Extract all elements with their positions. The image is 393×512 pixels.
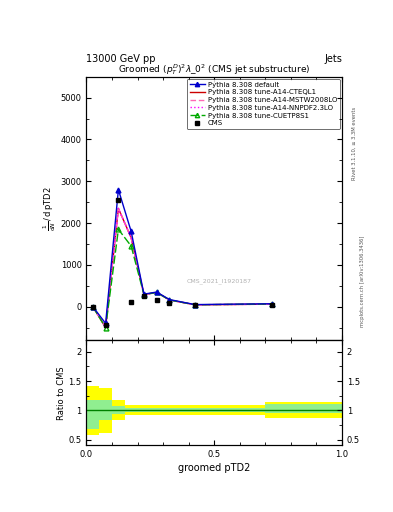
Pythia 8.308 tune-A14-NNPDF2.3LO: [154, 289, 159, 295]
Pythia 8.308 default: [90, 304, 95, 310]
Pythia 8.308 tune-A14-CTEQL1: [193, 302, 197, 308]
Pythia 8.308 tune-A14-NNPDF2.3LO: [269, 301, 274, 307]
Line: Pythia 8.308 tune-CUETP8S1: Pythia 8.308 tune-CUETP8S1: [90, 227, 274, 330]
Pythia 8.308 tune-A14-MSTW2008LO: [269, 301, 274, 307]
Pythia 8.308 default: [269, 301, 274, 307]
Pythia 8.308 tune-A14-CTEQL1: [116, 205, 121, 211]
CMS: [129, 300, 134, 306]
Title: Groomed $(p_T^D)^2\lambda\_0^2$ (CMS jet substructure): Groomed $(p_T^D)^2\lambda\_0^2$ (CMS jet…: [118, 62, 310, 77]
Pythia 8.308 tune-A14-NNPDF2.3LO: [129, 234, 134, 241]
Pythia 8.308 default: [116, 186, 121, 193]
Text: CMS_2021_I1920187: CMS_2021_I1920187: [187, 278, 252, 284]
Text: Jets: Jets: [324, 54, 342, 64]
Pythia 8.308 tune-A14-MSTW2008LO: [141, 291, 146, 297]
Pythia 8.308 tune-CUETP8S1: [90, 304, 95, 310]
Pythia 8.308 tune-CUETP8S1: [193, 302, 197, 308]
Pythia 8.308 tune-A14-CTEQL1: [167, 297, 172, 303]
Pythia 8.308 tune-CUETP8S1: [141, 291, 146, 297]
Line: Pythia 8.308 default: Pythia 8.308 default: [90, 187, 274, 326]
Pythia 8.308 tune-CUETP8S1: [154, 289, 159, 295]
Pythia 8.308 tune-A14-MSTW2008LO: [90, 304, 95, 310]
Pythia 8.308 tune-A14-MSTW2008LO: [129, 234, 134, 241]
CMS: [167, 300, 172, 306]
Pythia 8.308 tune-A14-MSTW2008LO: [154, 289, 159, 295]
Y-axis label: Ratio to CMS: Ratio to CMS: [57, 366, 66, 420]
Pythia 8.308 tune-A14-MSTW2008LO: [116, 205, 121, 211]
Pythia 8.308 tune-A14-CTEQL1: [269, 301, 274, 307]
Pythia 8.308 tune-A14-NNPDF2.3LO: [90, 304, 95, 310]
Pythia 8.308 default: [167, 296, 172, 303]
Line: CMS: CMS: [90, 198, 274, 328]
Legend: Pythia 8.308 default, Pythia 8.308 tune-A14-CTEQL1, Pythia 8.308 tune-A14-MSTW20: Pythia 8.308 default, Pythia 8.308 tune-…: [187, 79, 340, 129]
Line: Pythia 8.308 tune-A14-CTEQL1: Pythia 8.308 tune-A14-CTEQL1: [93, 208, 272, 328]
Pythia 8.308 tune-CUETP8S1: [103, 325, 108, 331]
Pythia 8.308 tune-A14-NNPDF2.3LO: [103, 325, 108, 331]
Line: Pythia 8.308 tune-A14-NNPDF2.3LO: Pythia 8.308 tune-A14-NNPDF2.3LO: [93, 208, 272, 328]
Pythia 8.308 default: [154, 289, 159, 295]
Pythia 8.308 default: [129, 228, 134, 234]
Pythia 8.308 tune-A14-MSTW2008LO: [103, 325, 108, 331]
Pythia 8.308 tune-A14-NNPDF2.3LO: [141, 291, 146, 297]
Pythia 8.308 tune-A14-NNPDF2.3LO: [167, 297, 172, 303]
Pythia 8.308 default: [103, 321, 108, 327]
Pythia 8.308 tune-CUETP8S1: [167, 297, 172, 303]
Pythia 8.308 tune-CUETP8S1: [129, 243, 134, 249]
Text: mcplots.cern.ch [arXiv:1306.3436]: mcplots.cern.ch [arXiv:1306.3436]: [360, 236, 365, 327]
CMS: [90, 304, 95, 310]
Pythia 8.308 tune-A14-MSTW2008LO: [193, 302, 197, 308]
Pythia 8.308 tune-A14-CTEQL1: [103, 325, 108, 331]
Pythia 8.308 default: [141, 291, 146, 297]
CMS: [103, 323, 108, 329]
Text: Rivet 3.1.10, ≥ 3.3M events: Rivet 3.1.10, ≥ 3.3M events: [352, 106, 357, 180]
Pythia 8.308 tune-A14-CTEQL1: [141, 291, 146, 297]
Pythia 8.308 tune-A14-CTEQL1: [154, 289, 159, 295]
Pythia 8.308 tune-CUETP8S1: [116, 226, 121, 232]
CMS: [141, 293, 146, 300]
CMS: [154, 297, 159, 304]
Pythia 8.308 tune-A14-NNPDF2.3LO: [116, 205, 121, 211]
Pythia 8.308 tune-A14-MSTW2008LO: [167, 297, 172, 303]
Pythia 8.308 tune-A14-CTEQL1: [129, 234, 134, 241]
Pythia 8.308 tune-CUETP8S1: [269, 301, 274, 307]
X-axis label: groomed pTD2: groomed pTD2: [178, 463, 250, 474]
Pythia 8.308 tune-A14-CTEQL1: [90, 304, 95, 310]
Text: 13000 GeV pp: 13000 GeV pp: [86, 54, 156, 64]
Line: Pythia 8.308 tune-A14-MSTW2008LO: Pythia 8.308 tune-A14-MSTW2008LO: [93, 208, 272, 328]
Pythia 8.308 default: [193, 302, 197, 308]
CMS: [269, 302, 274, 308]
Pythia 8.308 tune-A14-NNPDF2.3LO: [193, 302, 197, 308]
CMS: [193, 303, 197, 309]
CMS: [116, 197, 121, 203]
Y-axis label: $\frac{1}{\mathrm{d}N}\,/\,\mathrm{d\,pTD2}$: $\frac{1}{\mathrm{d}N}\,/\,\mathrm{d\,pT…: [41, 186, 58, 231]
